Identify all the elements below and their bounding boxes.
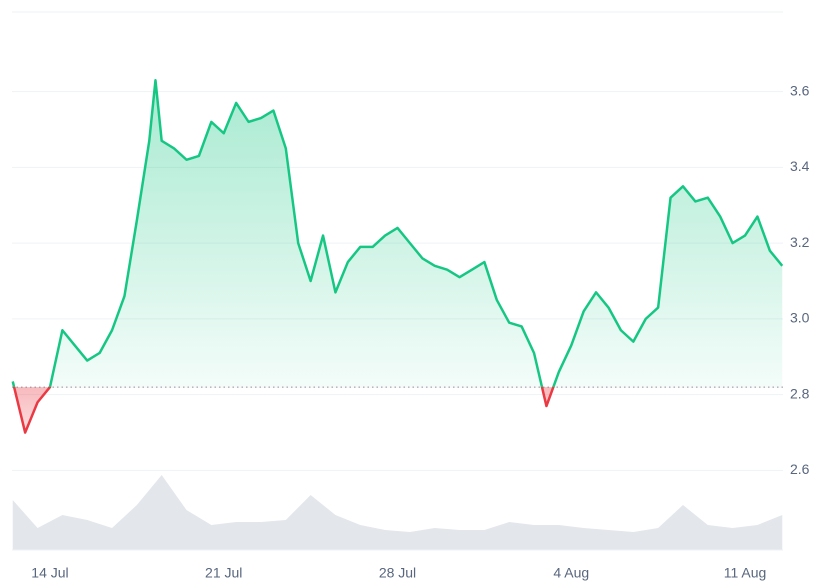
- price-area: [12, 80, 783, 433]
- y-tick-label: 3.4: [790, 158, 810, 174]
- price-line: [11, 78, 784, 434]
- x-tick-label: 21 Jul: [205, 565, 242, 581]
- y-tick-label: 3.2: [790, 234, 810, 250]
- x-tick-label: 28 Jul: [379, 565, 416, 581]
- x-tick-label: 11 Aug: [724, 565, 767, 581]
- x-tick-label: 14 Jul: [31, 565, 68, 581]
- y-tick-label: 2.8: [790, 385, 810, 401]
- volume-area: [12, 475, 783, 550]
- x-tick-label: 4 Aug: [553, 565, 589, 581]
- y-tick-label: 3.0: [790, 310, 810, 326]
- y-tick-label: 3.6: [790, 82, 810, 98]
- y-tick-label: 2.6: [790, 461, 810, 477]
